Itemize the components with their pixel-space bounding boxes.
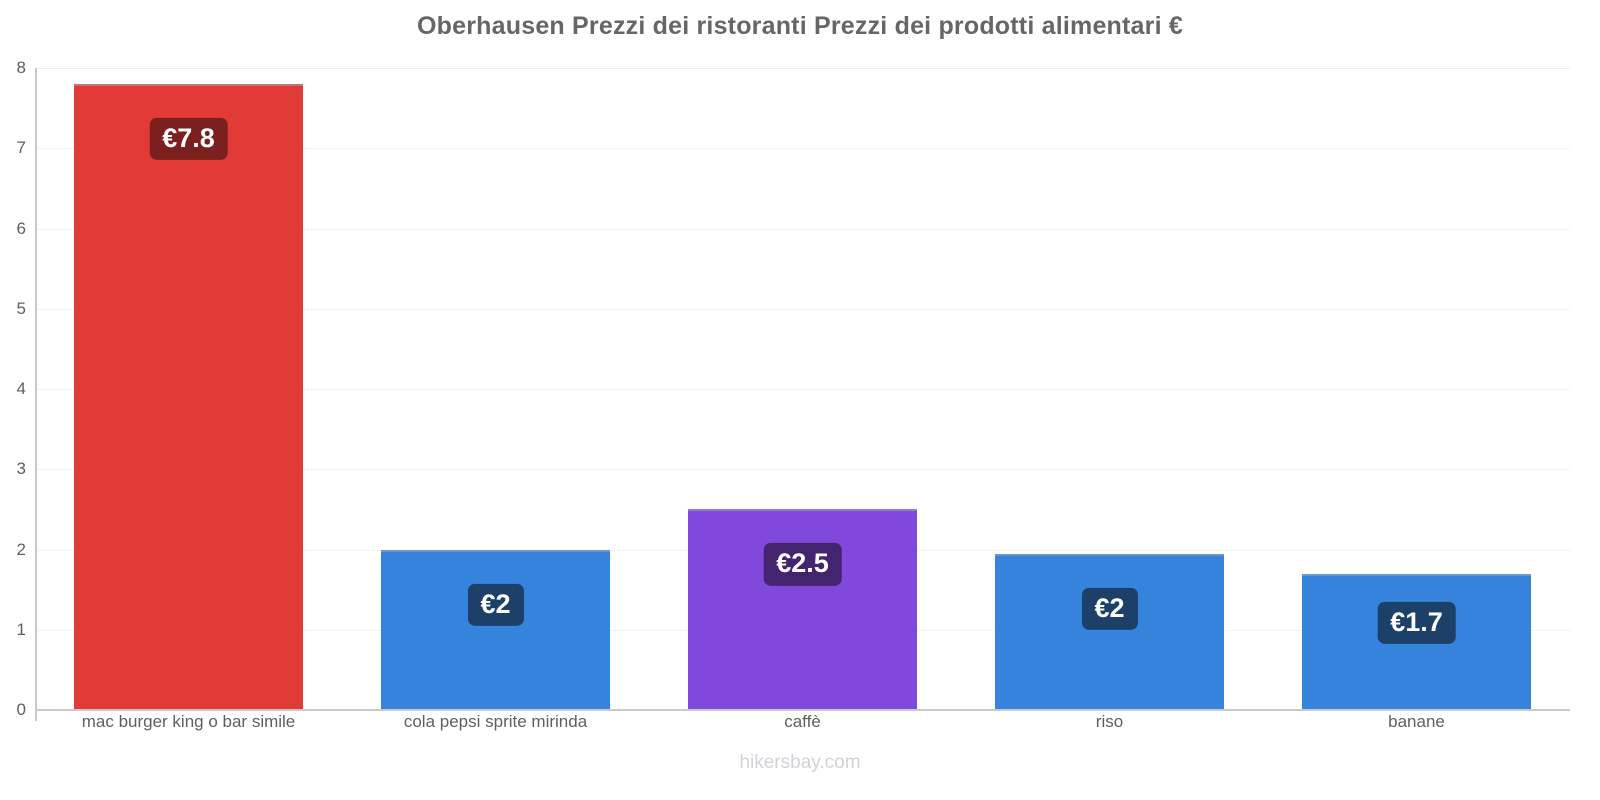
gridline (35, 308, 1570, 310)
bar[interactable] (995, 553, 1224, 710)
bar-top-edge (1302, 573, 1531, 576)
bar-top-edge (381, 549, 610, 552)
x-axis-line (35, 709, 1570, 711)
bar-value-badge: €1.7 (1377, 601, 1456, 644)
bar-top-edge (74, 84, 303, 87)
gridline (35, 389, 1570, 390)
y-axis-tick-label: 6 (16, 218, 26, 238)
chart-title: Oberhausen Prezzi dei ristoranti Prezzi … (417, 12, 1183, 40)
gridline (35, 68, 1570, 69)
bar[interactable] (381, 549, 610, 710)
bar-top-edge (995, 553, 1224, 556)
bar[interactable] (74, 84, 303, 710)
gridline (35, 228, 1570, 230)
x-axis-category-label: cola pepsi sprite mirinda (403, 712, 588, 731)
y-axis-line (35, 68, 37, 721)
gridline (35, 469, 1570, 471)
y-axis-tick-label: 0 (16, 700, 26, 719)
x-axis-category-label: banane (1388, 712, 1445, 731)
bar-value-badge: €7.8 (149, 117, 228, 161)
plot-area (35, 68, 1570, 710)
footer-credit: hikersbay.com (739, 752, 861, 773)
y-axis-tick-label: 3 (16, 459, 26, 479)
x-axis-category-label: caffè (784, 712, 821, 731)
y-axis-tick-label: 8 (16, 58, 26, 77)
y-axis-tick-label: 2 (16, 539, 26, 559)
gridline (35, 148, 1570, 150)
y-axis-tick-label: 7 (16, 138, 26, 158)
bar-value-badge: €2.5 (763, 543, 842, 586)
y-axis-tick-label: 4 (16, 379, 26, 398)
bar[interactable] (688, 509, 917, 710)
y-axis-tick-label: 1 (16, 619, 26, 639)
x-axis-category-label: mac burger king o bar simile (81, 712, 296, 731)
bar-value-badge: €2 (467, 583, 524, 626)
bar-value-badge: €2 (1081, 587, 1138, 630)
bar-top-edge (688, 509, 917, 512)
x-axis-category-label: riso (1095, 712, 1124, 731)
y-axis-tick-label: 5 (16, 298, 26, 318)
